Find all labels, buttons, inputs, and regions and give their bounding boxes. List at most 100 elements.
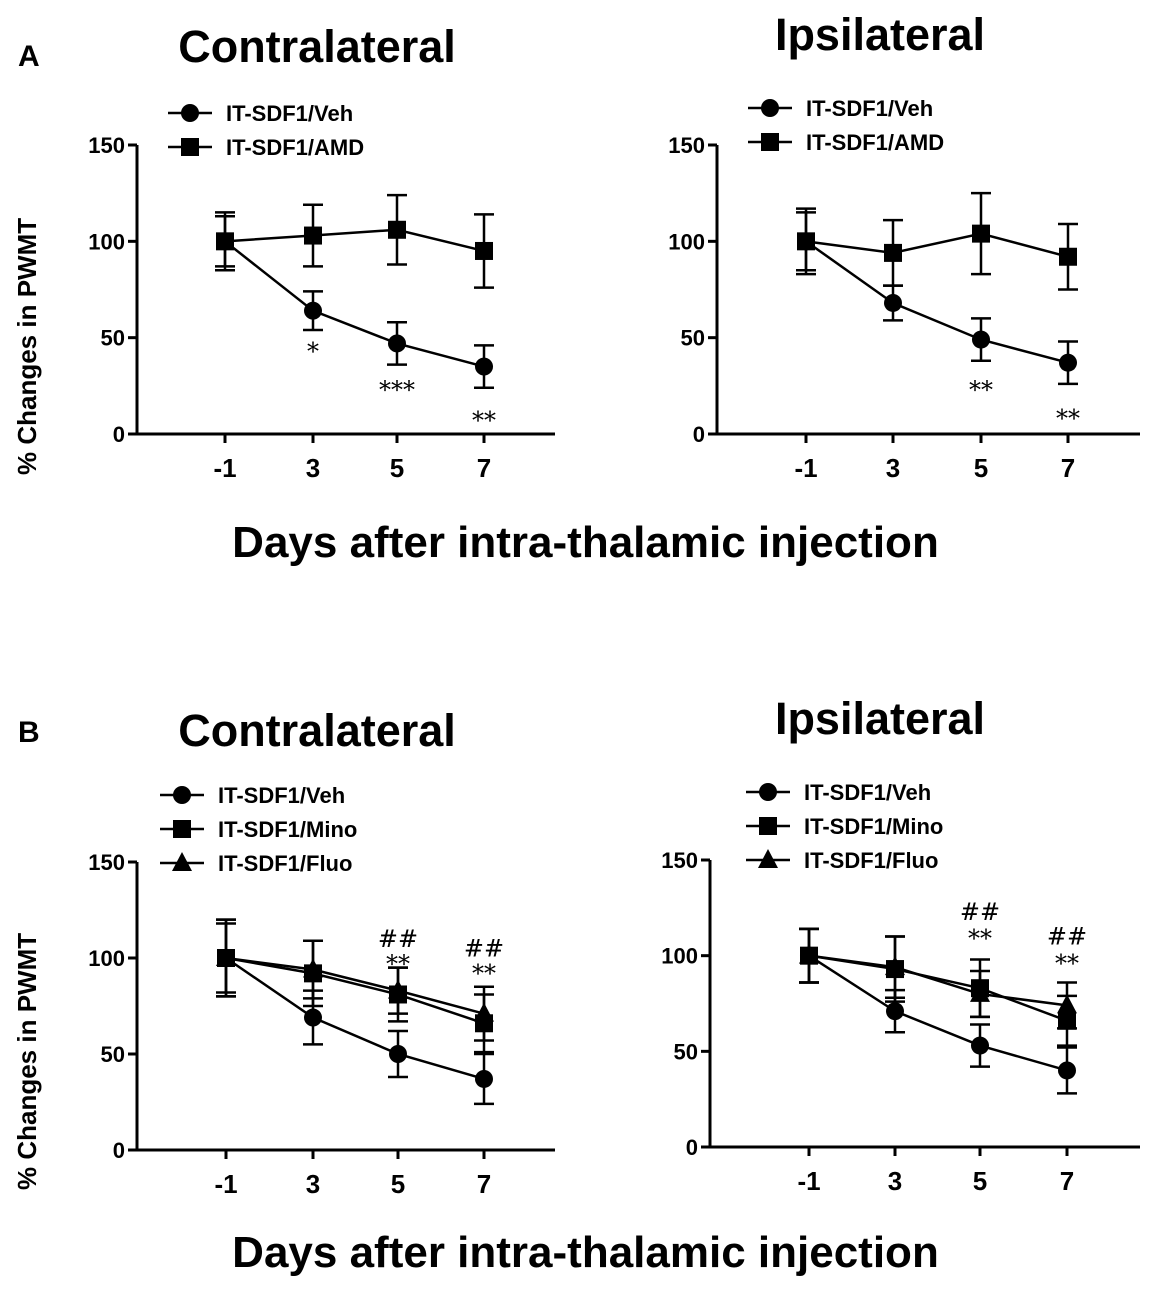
x-axis-label-a: Days after intra-thalamic injection	[232, 518, 939, 567]
data-point-circle	[972, 330, 990, 349]
data-point-triangle	[303, 958, 323, 978]
x-tick-label: 5	[974, 453, 988, 483]
data-point-triangle	[885, 956, 905, 976]
legend-entry: IT-SDF1/Veh	[746, 780, 931, 805]
x-tick-label: 5	[973, 1166, 987, 1196]
legend-entry: IT-SDF1/Mino	[746, 814, 943, 839]
y-tick-label: 150	[668, 133, 705, 158]
x-tick-label: 3	[306, 1169, 320, 1199]
legend-entry: IT-SDF1/Fluo	[746, 848, 938, 873]
y-tick-label: 0	[113, 422, 125, 447]
chart-title: Contralateral	[178, 21, 456, 72]
series-line	[225, 956, 485, 1015]
legend-entry: IT-SDF1/AMD	[748, 130, 944, 155]
data-point-circle	[475, 357, 493, 376]
x-tick-label: 7	[477, 1169, 491, 1199]
significance-annotation: **	[969, 376, 993, 404]
legend-label: IT-SDF1/Fluo	[218, 851, 352, 876]
significance-annotation: **	[472, 407, 496, 435]
data-point-circle	[971, 1036, 989, 1055]
series-line	[224, 240, 485, 368]
data-point-square	[797, 232, 815, 251]
y-tick-label: 0	[686, 1135, 698, 1160]
legend-entry: IT-SDF1/Fluo	[160, 851, 352, 876]
data-point-circle	[1059, 353, 1077, 372]
series-it-sdf1-veh	[799, 927, 1077, 1095]
series-it-sdf1-fluo	[216, 922, 494, 1042]
y-tick-label: 50	[101, 326, 125, 351]
legend-marker-square	[181, 138, 199, 156]
y-tick-label: 100	[88, 946, 125, 971]
x-tick-label: -1	[797, 1166, 820, 1196]
series-it-sdf1-amd	[796, 191, 1078, 291]
y-tick-label: 50	[674, 1039, 698, 1064]
series-line	[805, 240, 1069, 364]
series-it-sdf1-amd	[215, 193, 494, 289]
series-line	[808, 954, 1068, 1072]
chart-title: Ipsilateral	[775, 693, 985, 744]
legend-label: IT-SDF1/AMD	[806, 130, 944, 155]
significance-annotation: ***	[379, 376, 415, 404]
data-point-triangle	[474, 1002, 494, 1022]
significance-annotation: ##	[464, 935, 504, 963]
legend-label: IT-SDF1/AMD	[226, 135, 364, 160]
legend-entry: IT-SDF1/Veh	[160, 783, 345, 808]
series-it-sdf1-fluo	[799, 927, 1077, 1030]
legend-entry: IT-SDF1/Veh	[748, 96, 933, 121]
data-point-triangle	[388, 979, 408, 999]
legend-label: IT-SDF1/Mino	[218, 817, 357, 842]
x-tick-label: 7	[1060, 1166, 1074, 1196]
chart-title: Ipsilateral	[775, 9, 985, 60]
legend-entry: IT-SDF1/Veh	[168, 101, 353, 126]
significance-annotation: ##	[378, 925, 418, 953]
legend-marker-circle	[761, 99, 779, 117]
data-point-triangle	[1057, 994, 1077, 1014]
legend-label: IT-SDF1/Veh	[226, 101, 353, 126]
panel-letter-b: B	[18, 716, 40, 749]
data-point-triangle	[970, 982, 990, 1002]
legend-label: IT-SDF1/Veh	[806, 96, 933, 121]
y-tick-label: 150	[88, 850, 125, 875]
significance-annotation: **	[1056, 405, 1080, 433]
legend-entry: IT-SDF1/Mino	[160, 817, 357, 842]
legend-marker-square	[173, 820, 191, 838]
chart-title: Contralateral	[178, 705, 456, 756]
legend-marker-triangle	[758, 849, 778, 868]
legend-entry: IT-SDF1/AMD	[168, 135, 364, 160]
data-point-circle	[304, 301, 322, 320]
y-tick-label: 150	[661, 848, 698, 873]
data-point-triangle	[216, 947, 236, 966]
data-point-circle	[475, 1069, 493, 1088]
x-tick-label: 3	[886, 453, 900, 483]
y-tick-label: 100	[88, 229, 125, 254]
data-point-circle	[304, 1008, 322, 1027]
x-tick-label: 5	[390, 453, 404, 483]
legend-marker-square	[761, 133, 779, 151]
data-point-square	[475, 241, 493, 260]
series-line	[805, 232, 1069, 258]
significance-annotation: ##	[960, 898, 1000, 926]
significance-annotation: ##	[1047, 923, 1087, 951]
series-line	[225, 956, 485, 1081]
legend-marker-square	[759, 817, 777, 835]
data-point-square	[388, 220, 406, 239]
panel-letter-a: A	[18, 40, 40, 73]
legend-marker-circle	[181, 104, 199, 122]
data-point-square	[216, 232, 234, 251]
significance-annotation: **	[968, 925, 992, 953]
legend-marker-circle	[173, 786, 191, 804]
legend-label: IT-SDF1/Mino	[804, 814, 943, 839]
legend-label: IT-SDF1/Veh	[218, 783, 345, 808]
y-tick-label: 100	[668, 229, 705, 254]
y-tick-label: 50	[681, 326, 705, 351]
y-tick-label: 100	[661, 944, 698, 969]
data-point-square	[304, 226, 322, 245]
legend-label: IT-SDF1/Veh	[804, 780, 931, 805]
data-point-circle	[886, 1002, 904, 1021]
